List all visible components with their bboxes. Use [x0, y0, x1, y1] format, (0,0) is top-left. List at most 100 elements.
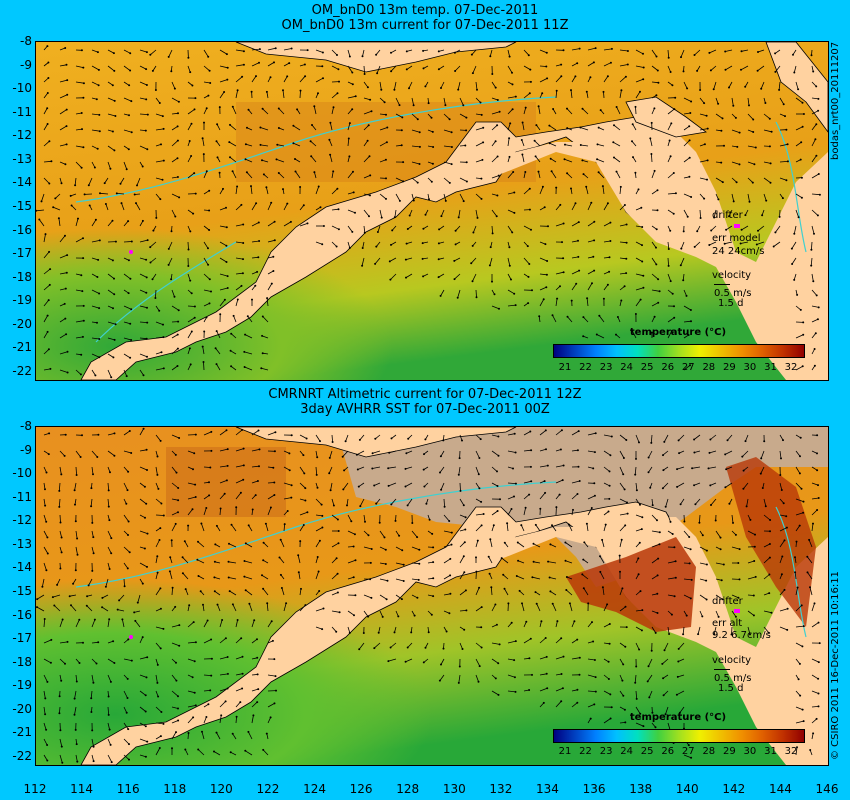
current-arrow-head — [44, 504, 47, 507]
current-arrow — [811, 173, 820, 179]
current-arrow — [619, 482, 625, 490]
current-arrow-head — [197, 540, 199, 543]
current-arrow-head — [58, 505, 61, 508]
current-arrow — [455, 225, 461, 232]
y-tick-label: -21 — [12, 725, 32, 740]
current-arrow-head — [685, 294, 688, 297]
current-arrow — [267, 47, 276, 51]
current-arrow-head — [274, 47, 277, 50]
current-arrow-head — [637, 557, 640, 560]
current-arrow — [795, 193, 803, 199]
current-arrow-head — [608, 497, 611, 500]
current-arrow-head — [230, 332, 233, 335]
current-arrow-head — [795, 540, 798, 543]
current-arrow-head — [585, 90, 588, 93]
current-arrow-head — [690, 756, 693, 759]
current-arrow — [536, 124, 541, 131]
current-arrow-head — [383, 536, 386, 539]
current-arrow-head — [528, 493, 531, 496]
current-arrow — [171, 642, 180, 647]
current-arrow — [187, 209, 194, 214]
current-arrow-head — [242, 63, 245, 66]
current-arrow-head — [384, 158, 387, 161]
current-arrow-head — [534, 155, 537, 158]
current-arrow — [139, 337, 147, 340]
top-map-panel[interactable] — [35, 41, 829, 381]
current-arrow-head — [546, 687, 549, 690]
current-arrow — [358, 482, 365, 487]
current-arrow-head — [578, 673, 581, 676]
current-arrow — [251, 688, 259, 692]
current-arrow — [203, 81, 211, 84]
current-arrow — [331, 65, 339, 70]
current-arrow — [454, 273, 461, 280]
colorbar-tick-label: 27 — [681, 746, 695, 757]
bottom-map-panel[interactable] — [35, 426, 829, 766]
current-arrow-head — [668, 633, 671, 635]
current-arrow-head — [159, 439, 162, 442]
current-arrow — [555, 701, 562, 708]
current-arrow-head — [213, 750, 215, 753]
current-arrow-head — [461, 439, 463, 442]
current-arrow — [251, 240, 260, 243]
colorbar-tick-label: 25 — [640, 746, 654, 757]
current-arrow — [795, 126, 803, 131]
current-arrow-head — [545, 51, 548, 54]
current-arrow — [699, 578, 707, 581]
current-arrow-head — [673, 108, 676, 111]
current-arrow-head — [146, 565, 148, 568]
current-arrow-head — [380, 216, 383, 219]
current-arrow-head — [593, 269, 596, 272]
current-arrow-head — [592, 255, 595, 258]
current-arrow-head — [476, 216, 479, 219]
current-arrow-head — [511, 231, 514, 234]
current-arrow — [587, 704, 595, 708]
current-arrow — [187, 641, 196, 644]
current-arrow — [347, 225, 353, 233]
current-arrow-head — [439, 455, 442, 458]
current-arrow-head — [354, 559, 357, 562]
current-arrow — [664, 642, 669, 651]
current-arrow-head — [736, 145, 739, 148]
current-arrow-head — [336, 92, 339, 95]
current-arrow-head — [193, 660, 196, 663]
current-arrow — [155, 193, 161, 200]
current-arrow-head — [661, 487, 664, 490]
current-arrow-head — [242, 447, 245, 450]
current-arrow — [603, 690, 611, 695]
current-arrow — [235, 701, 241, 708]
current-arrow-head — [275, 158, 278, 161]
current-arrow — [599, 555, 605, 564]
current-arrow — [155, 706, 162, 713]
y-tick-label: -20 — [12, 316, 32, 331]
current-arrow-head — [96, 321, 98, 324]
current-arrow-head — [225, 206, 227, 209]
current-arrow-head — [60, 536, 63, 539]
current-arrow-head — [97, 258, 100, 261]
current-arrow — [651, 498, 654, 506]
current-arrow — [793, 225, 797, 234]
current-arrow — [491, 450, 499, 457]
current-arrow — [619, 204, 626, 211]
current-arrow-head — [768, 573, 771, 576]
current-arrow-head — [690, 578, 693, 581]
current-arrow — [699, 209, 701, 219]
current-arrow-head — [673, 316, 676, 319]
current-arrow-head — [306, 49, 309, 52]
current-arrow-head — [790, 247, 793, 250]
current-arrow-head — [110, 537, 113, 540]
current-arrow-head — [558, 493, 561, 496]
current-arrow — [779, 626, 788, 631]
current-arrow — [616, 106, 621, 115]
current-arrow-head — [691, 467, 694, 470]
current-arrow-head — [514, 482, 517, 485]
current-arrow — [743, 482, 749, 490]
current-arrow — [635, 91, 641, 99]
current-arrow — [619, 272, 627, 275]
current-arrow-head — [208, 69, 211, 72]
current-arrow-head — [120, 202, 123, 205]
current-arrow — [533, 543, 541, 548]
current-arrow — [91, 738, 94, 747]
current-arrow-head — [348, 631, 351, 634]
current-arrow — [235, 429, 243, 436]
